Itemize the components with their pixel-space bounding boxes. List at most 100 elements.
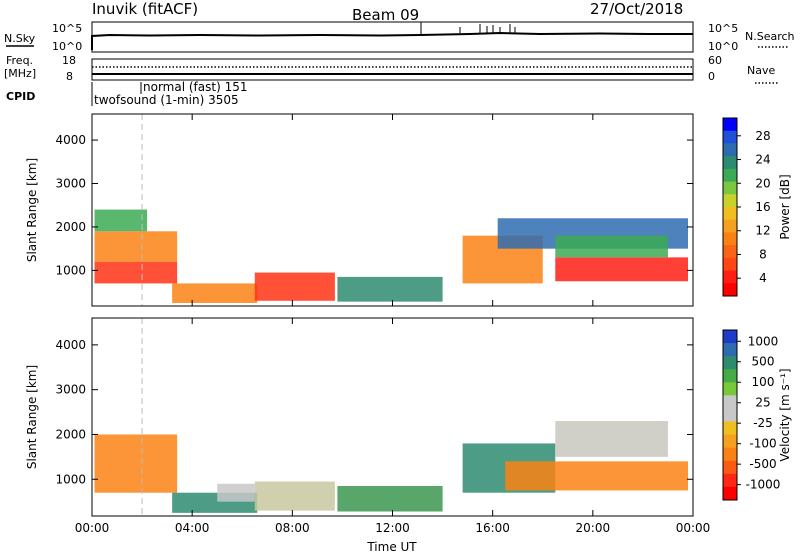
x-tick-label: 16:00 <box>475 521 510 535</box>
colorbar-tick-label: 500 <box>752 355 775 369</box>
colorbar-swatch <box>723 330 737 344</box>
echo-region-4 <box>254 272 335 301</box>
colorbar-swatch <box>723 356 737 370</box>
colorbar-swatch <box>723 460 737 475</box>
nave-label: Nave <box>747 64 775 77</box>
cpid-panel: CPID normal (fast) 151 twofsound (1-min)… <box>6 80 247 107</box>
colorbar-swatch <box>723 118 737 132</box>
x-tick-label: 08:00 <box>275 521 310 535</box>
echo-region-9 <box>555 235 668 258</box>
colorbar-swatch <box>723 473 737 488</box>
colorbar-swatch <box>723 270 737 284</box>
colorbar-tick-label: 28 <box>755 129 770 143</box>
colorbar-tick-label: -500 <box>749 457 776 471</box>
freq-right-tick-bottom: 0 <box>708 70 715 83</box>
colorbar-swatch <box>723 194 737 208</box>
echo-region-1 <box>94 231 178 262</box>
echo-region-3 <box>254 481 335 511</box>
beam-title: Beam 09 <box>352 6 419 24</box>
echo-region-5 <box>337 276 443 302</box>
noise-panel: N.Sky 10^5 10^0 10^5 10^0 N.Search <box>4 21 795 53</box>
echo-region-3 <box>172 283 258 303</box>
freq-left-tick-top: 18 <box>62 54 76 67</box>
colorbar-tick-label: 100 <box>752 375 775 389</box>
echo-region-0 <box>94 261 178 284</box>
freq-left-tick-bottom: 8 <box>66 70 73 83</box>
colorbar-swatch <box>723 245 737 259</box>
echo-region-6 <box>505 461 688 491</box>
echo-region-2 <box>217 483 255 502</box>
colorbar-swatch <box>723 219 737 233</box>
noise-left-tick-bottom: 10^0 <box>52 40 82 53</box>
echo-region-2 <box>94 209 148 232</box>
cpid-label: CPID <box>6 90 35 103</box>
colorbar-swatch <box>723 130 737 144</box>
colorbar-tick-label: 12 <box>755 224 770 238</box>
colorbar-tick-label: -1000 <box>746 478 781 492</box>
colorbar-tick-label: 8 <box>759 247 767 261</box>
nsearch-spikes <box>420 22 516 34</box>
x-tick-label: 20:00 <box>576 521 611 535</box>
echo-layer <box>94 209 688 303</box>
x-tick-label: 00:00 <box>676 521 711 535</box>
y-axis-title: Slant Range [km] <box>25 158 39 262</box>
colorbar-title: Power [dB] <box>778 174 792 239</box>
colorbar-title: Velocity [m s⁻¹] <box>778 368 792 461</box>
noise-left-tick-top: 10^5 <box>52 22 82 35</box>
y-tick-label: 3000 <box>55 177 86 191</box>
freq-label: Freq. <box>6 54 33 67</box>
site-title: Inuvik (fitACF) <box>92 0 198 18</box>
cpid-mode-1: normal (fast) 151 <box>143 80 247 94</box>
x-tick-label: 00:00 <box>75 521 110 535</box>
colorbar-tick-label: 16 <box>755 200 770 214</box>
freq-right-tick-top: 60 <box>708 54 722 67</box>
colorbar-swatch <box>723 343 737 357</box>
echo-region-8 <box>555 257 688 282</box>
colorbar-tick-label: 1000 <box>748 334 779 348</box>
colorbar-swatch <box>723 257 737 272</box>
colorbar-swatch <box>723 447 737 462</box>
colorbar-swatch <box>723 283 737 297</box>
colorbar-swatch <box>723 382 737 396</box>
y-axis-title: Slant Range [km] <box>25 365 39 469</box>
x-axis-title: Time UT <box>366 540 417 554</box>
y-tick-label: 4000 <box>55 338 86 352</box>
colorbar-swatch <box>723 232 737 246</box>
colorbar-tick-label: 25 <box>755 396 770 410</box>
power-panel: 1000 2000 3000 4000 Slant Range [km] 4 8 12 16 20… <box>25 113 792 307</box>
colorbar-swatch <box>723 421 737 436</box>
colorbar-swatch <box>723 156 737 170</box>
colorbar-frame <box>722 329 738 501</box>
colorbar-swatch <box>723 181 737 195</box>
nsearch-label: N.Search <box>745 30 795 43</box>
x-tick-label: 04:00 <box>175 521 210 535</box>
colorbar-swatch <box>723 408 737 423</box>
y-tick-label: 1000 <box>55 263 86 277</box>
nsky-trace <box>91 31 693 50</box>
colorbar-tick-label: 24 <box>755 153 770 167</box>
echo-region-0 <box>94 434 178 493</box>
y-tick-label: 3000 <box>55 383 86 397</box>
freq-panel: Freq. [MHz] 18 8 60 0 Nave <box>4 54 779 84</box>
colorbar-tick-label: -25 <box>753 416 773 430</box>
freq-unit-label: [MHz] <box>4 67 36 80</box>
y-tick-label: 2000 <box>55 220 86 234</box>
colorbar-tick-label: 4 <box>759 271 767 285</box>
echo-region-4 <box>337 485 443 512</box>
colorbar-swatch <box>723 143 737 157</box>
cpid-mode-2: twofsound (1-min) 3505 <box>94 93 239 107</box>
colorbar-swatch <box>723 395 737 409</box>
colorbar-swatch <box>723 168 737 183</box>
colorbar-swatch <box>723 369 737 383</box>
colorbar-tick-label: 20 <box>755 176 770 190</box>
y-tick-label: 2000 <box>55 427 86 441</box>
noise-right-tick-top: 10^5 <box>708 22 738 35</box>
colorbar-swatch <box>723 207 737 221</box>
velocity-panel: 1000 2000 3000 4000 00:00 04:00 08:00 12:00 16:0… <box>25 317 792 535</box>
colorbar-tick-label: -100 <box>749 437 776 451</box>
y-tick-label: 4000 <box>55 133 86 147</box>
colorbar: 4 8 12 16 20 24 28 Power [dB] <box>722 117 792 297</box>
echo-region-7 <box>555 421 668 457</box>
colorbar-swatch <box>723 486 737 501</box>
